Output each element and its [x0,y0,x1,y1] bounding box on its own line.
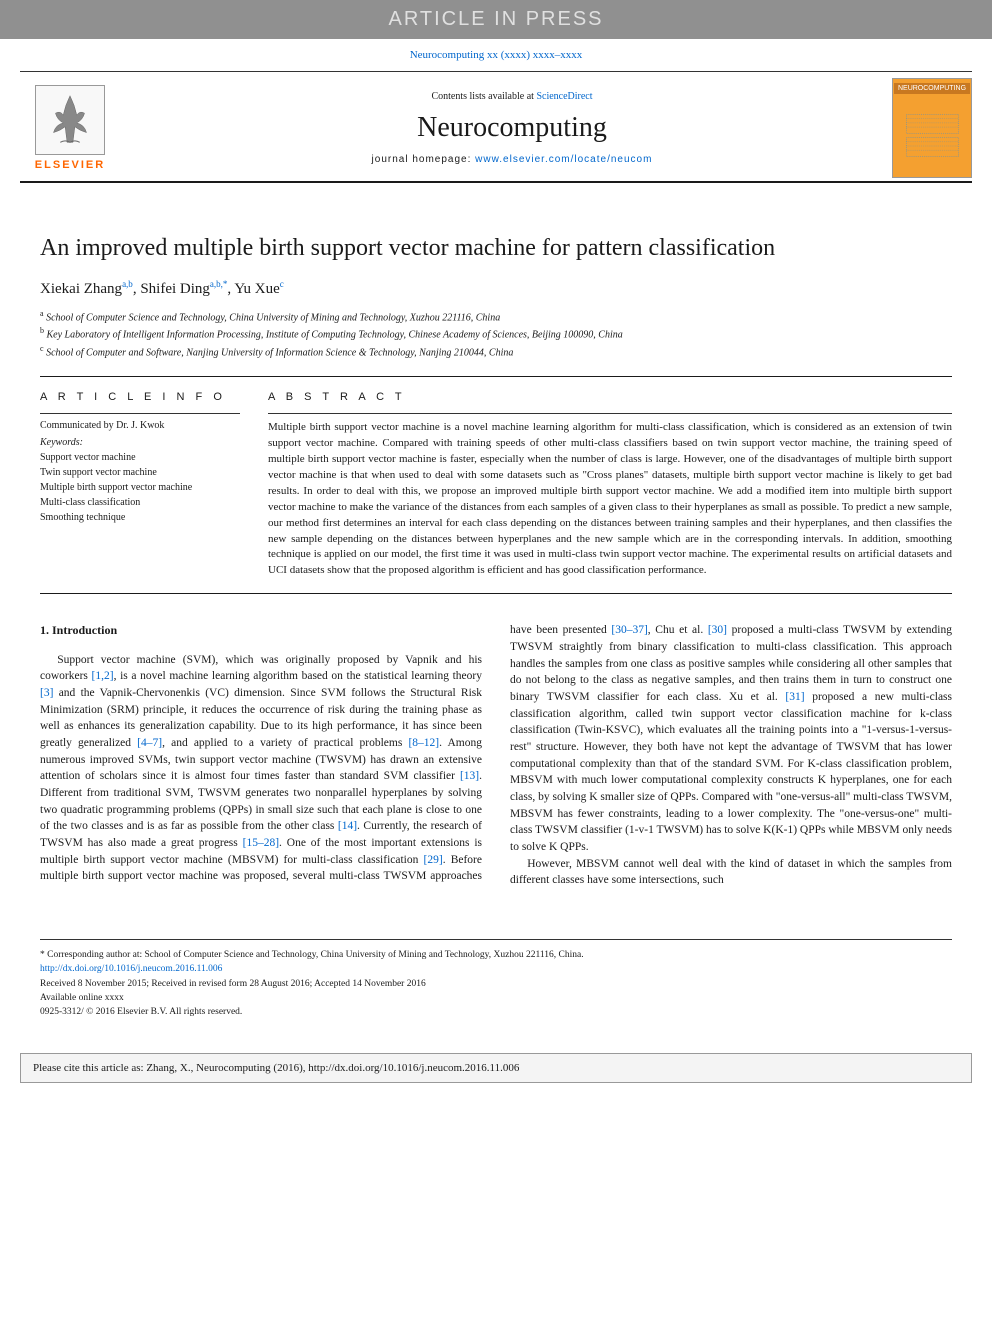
affil-text: Key Laboratory of Intelligent Informatio… [47,330,623,341]
body-paragraph: Support vector machine (SVM), which was … [40,622,952,889]
journal-name: Neurocomputing [132,112,892,144]
reference-link[interactable]: [29] [424,854,443,866]
article-in-press-banner: ARTICLE IN PRESS [0,0,992,39]
authors-line: Xiekai Zhanga,b, Shifei Dinga,b,*, Yu Xu… [40,279,952,298]
affiliations: a School of Computer Science and Technol… [40,308,952,360]
keyword: Support vector machine [40,450,240,465]
text-run: , and applied to a variety of practical … [162,737,408,749]
communicated-by: Communicated by Dr. J. Kwok [40,420,240,431]
text-run: , Chu et al. [648,624,708,636]
info-abstract-row: A R T I C L E I N F O Communicated by Dr… [40,376,952,594]
article-content: An improved multiple birth support vecto… [0,183,992,1039]
reference-link[interactable]: [30] [708,624,727,636]
top-journal-name: Neurocomputing [410,49,485,61]
divider [268,413,952,414]
reference-link[interactable]: [30–37] [611,624,647,636]
contents-prefix: Contents lists available at [431,91,536,102]
body-columns: 1. Introduction Support vector machine (… [40,622,952,889]
author-name: Xiekai Zhang [40,281,122,297]
journal-homepage-line: journal homepage: www.elsevier.com/locat… [132,154,892,165]
affiliation-line: a School of Computer Science and Technol… [40,308,952,325]
masthead-center: Contents lists available at ScienceDirec… [132,78,892,178]
affiliation-line: b Key Laboratory of Intelligent Informat… [40,325,952,342]
masthead: ELSEVIER Contents lists available at Sci… [20,71,972,183]
homepage-prefix: journal homepage: [372,154,476,165]
abstract-label: A B S T R A C T [268,391,952,403]
journal-cover-thumbnail[interactable]: NEUROCOMPUTING [892,78,972,178]
available-online: Available online xxxx [40,991,952,1005]
keyword: Multiple birth support vector machine [40,480,240,495]
author-name: Shifei Ding [140,281,210,297]
section-heading: 1. Introduction [40,622,482,639]
affil-text: School of Computer and Software, Nanjing… [46,347,513,358]
journal-homepage-link[interactable]: www.elsevier.com/locate/neucom [475,154,652,165]
affiliation-line: c School of Computer and Software, Nanji… [40,343,952,360]
author-affil-marker: c [280,279,284,289]
keyword: Smoothing technique [40,510,240,525]
text-run: , is a novel machine learning algorithm … [114,670,482,682]
elsevier-logo[interactable]: ELSEVIER [20,78,120,178]
author[interactable]: Xiekai Zhanga,b [40,281,133,297]
affil-marker: b [40,326,44,335]
author[interactable]: Shifei Dinga,b,* [140,281,227,297]
author[interactable]: Yu Xuec [234,281,283,297]
footnotes: * Corresponding author at: School of Com… [40,939,952,1019]
cover-art [901,98,964,173]
received-dates: Received 8 November 2015; Received in re… [40,977,952,991]
issn-copyright: 0925-3312/ © 2016 Elsevier B.V. All righ… [40,1005,952,1019]
reference-link[interactable]: [14] [338,820,357,832]
reference-link[interactable]: [31] [785,691,804,703]
reference-link[interactable]: [1,2] [92,670,114,682]
journal-issue-link[interactable]: Neurocomputing xx (xxxx) xxxx–xxxx [410,49,583,61]
text-run: proposed a new multi-class classificatio… [510,691,952,853]
article-info-label: A R T I C L E I N F O [40,391,240,403]
abstract-text: Multiple birth support vector machine is… [268,420,952,579]
top-journal-link: Neurocomputing xx (xxxx) xxxx–xxxx [0,39,992,71]
sciencedirect-link[interactable]: ScienceDirect [536,91,592,102]
reference-link[interactable]: [13] [460,770,479,782]
abstract-block: A B S T R A C T Multiple birth support v… [268,391,952,579]
author-affil-marker: a,b [122,279,133,289]
keyword: Twin support vector machine [40,465,240,480]
corresponding-author-note: * Corresponding author at: School of Com… [40,948,952,962]
article-info-block: A R T I C L E I N F O Communicated by Dr… [40,391,240,579]
doi-link[interactable]: http://dx.doi.org/10.1016/j.neucom.2016.… [40,964,222,974]
affil-text: School of Computer Science and Technolog… [46,312,500,323]
cover-title: NEUROCOMPUTING [894,83,970,94]
cite-as-box: Please cite this article as: Zhang, X., … [20,1053,972,1083]
affil-marker: a [40,309,44,318]
body-paragraph: However, MBSVM cannot well deal with the… [510,856,952,889]
reference-link[interactable]: [4–7] [137,737,162,749]
reference-link[interactable]: [3] [40,687,53,699]
author-affil-marker: a,b,* [210,279,228,289]
article-title: An improved multiple birth support vecto… [40,233,952,263]
author-name: Yu Xue [234,281,279,297]
divider [40,413,240,414]
elsevier-wordmark: ELSEVIER [35,159,105,171]
top-issue: xx (xxxx) xxxx–xxxx [487,49,582,61]
affil-marker: c [40,344,44,353]
section-introduction: 1. Introduction Support vector machine (… [40,622,952,889]
contents-available-line: Contents lists available at ScienceDirec… [132,91,892,102]
keyword: Multi-class classification [40,495,240,510]
keywords-label: Keywords: [40,437,240,448]
reference-link[interactable]: [8–12] [408,737,439,749]
reference-link[interactable]: [15–28] [243,837,279,849]
elsevier-tree-icon [35,85,105,155]
